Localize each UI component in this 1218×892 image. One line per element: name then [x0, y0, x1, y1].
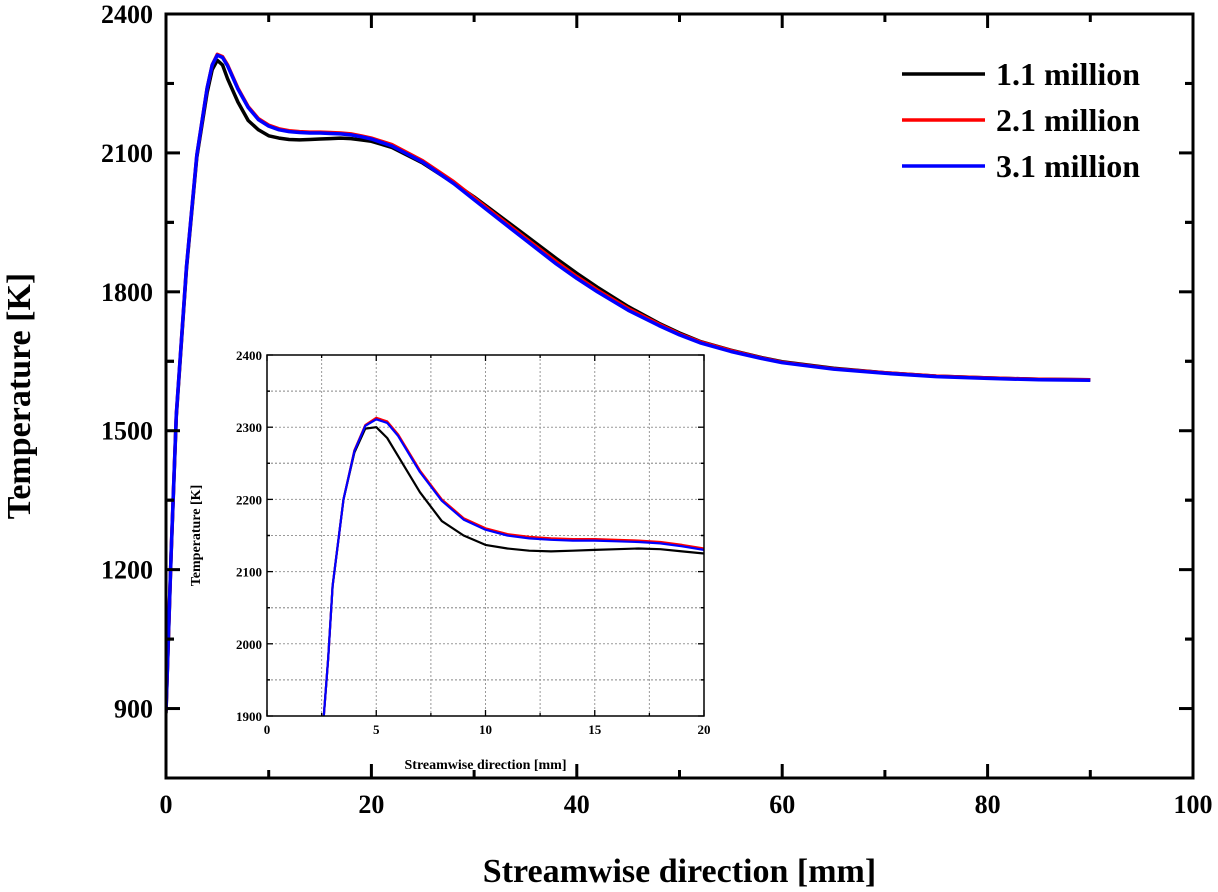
main-y-axis-title: Temperature [K] [1, 273, 38, 519]
main-x-tick-label: 60 [769, 790, 795, 819]
main-y-tick-label: 900 [114, 695, 153, 724]
inset-plot: 0 5 10 15 20 1900 2000 2100 2200 2300 2400 Streamw… [189, 348, 711, 773]
main-x-tick-label: 80 [975, 790, 1001, 819]
inset-y-axis-title: Temperature [K] [189, 485, 204, 586]
main-y-tick-label: 1200 [101, 556, 153, 585]
inset-x-tick-label: 0 [264, 722, 271, 737]
main-y-tick-label: 2100 [101, 139, 153, 168]
main-x-tick-label: 100 [1174, 790, 1213, 819]
legend: 1.1 million 2.1 million 3.1 million [902, 56, 1140, 184]
inset-grid [267, 355, 704, 716]
inset-y-tick-label: 2400 [236, 348, 262, 363]
main-series-line-3 [166, 53, 1091, 711]
inset-y-tick-label: 2000 [236, 637, 262, 652]
inset-x-tick-label: 5 [373, 722, 380, 737]
inset-y-tick-label: 2300 [236, 420, 262, 435]
inset-y-tick-label: 1900 [236, 709, 262, 724]
legend-label-3: 3.1 million [996, 148, 1140, 184]
inset-x-tick-label: 15 [588, 722, 602, 737]
main-x-axis-title: Streamwise direction [mm] [483, 853, 876, 890]
inset-series-group [322, 416, 704, 716]
main-x-tick-label: 40 [564, 790, 590, 819]
inset-series-line-3 [322, 418, 704, 716]
inset-x-tick-label: 10 [479, 722, 492, 737]
inset-x-tick-label: 20 [698, 722, 711, 737]
main-y-tick-label: 2400 [101, 0, 153, 29]
inset-x-axis-title: Streamwise direction [mm] [405, 758, 567, 773]
inset-ticks: 0 5 10 15 20 1900 2000 2100 2200 2300 2400 [236, 348, 711, 737]
main-series-group [166, 52, 1091, 714]
main-x-tick-label: 0 [160, 790, 173, 819]
legend-label-1: 1.1 million [996, 56, 1140, 92]
legend-label-2: 2.1 million [996, 102, 1140, 138]
main-y-tick-label: 1500 [101, 417, 153, 446]
inset-y-tick-label: 2100 [236, 565, 262, 580]
main-y-tick-label: 1800 [101, 278, 153, 307]
inset-y-tick-label: 2200 [236, 492, 262, 507]
main-x-tick-label: 20 [358, 790, 384, 819]
